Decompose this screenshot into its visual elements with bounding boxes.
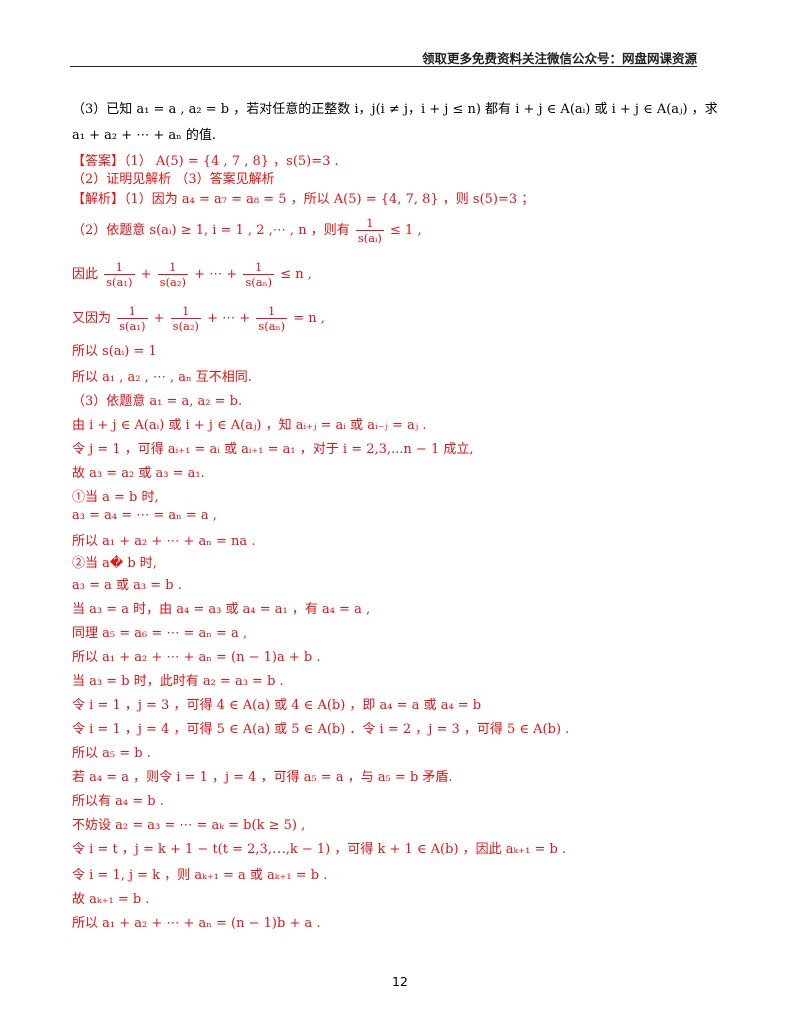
analysis-line-9: 令 j = 1 ，可得 aᵢ₊₁ = aᵢ 或 aᵢ₊₁ = a₁ ，对于 i … [72,442,474,457]
analysis-line-8: 由 i + j ∈ A(aᵢ) 或 i + j ∈ A(aⱼ) ，知 aᵢ₊ⱼ … [72,418,427,433]
analysis-line-2: （2）依题意 s(aᵢ) ≥ 1, i = 1 , 2 ,⋯ , n ，则有 1… [72,216,422,245]
page-header: 领取更多免费资料关注微信公众号：网盘网课资源 [421,51,697,66]
fraction: 1 s(a₁) [117,304,148,333]
analysis-line-26: 令 i = t ，j = k + 1 − t(t = 2,3,⋯,k − 1) … [72,842,567,857]
analysis-line-21: 令 i = 1 ，j = 4 ，可得 5 ∈ A(a) 或 5 ∈ A(b) ．… [72,722,570,737]
analysis-line-3: 因此 1 s(a₁) + 1 s(a₂) + ⋯ + 1 s(aₙ) ≤ n , [72,260,312,289]
fraction: 1 s(aᵢ) [355,216,384,245]
answer-line-1: 【答案】（1） A(5) = {4 , 7 , 8} ，s(5)=3 . [72,154,339,169]
fraction: 1 s(a₁) [104,260,135,289]
fraction: 1 s(a₂) [157,260,189,289]
header-rule [70,66,697,67]
analysis-line-7: （3）依题意 a₁ = a, a₂ = b. [72,394,243,409]
analysis-line-4: 又因为 1 s(a₁) + 1 s(a₂) + ⋯ + 1 s(aₙ) = n , [72,304,325,333]
analysis-line-18: 所以 a₁ + a₂ + ⋯ + aₙ = (n − 1)a + b . [72,650,321,665]
problem-line-2: a₁ + a₂ + ⋯ + aₙ 的值. [72,128,217,143]
analysis-line-22: 所以 a₅ = b . [72,746,151,761]
analysis-line-27: 令 i = 1, j = k ，则 aₖ₊₁ = a 或 aₖ₊₁ = b . [72,868,328,883]
analysis-line-19: 当 a₃ = b 时，此时有 a₂ = a₃ = b . [72,674,284,689]
analysis-line-12: a₃ = a₄ = ⋯ = aₙ = a , [72,508,217,523]
analysis-line-2-text: （2）依题意 s(aᵢ) ≥ 1, i = 1 , 2 ,⋯ , n ，则有 [72,223,350,238]
analysis-line-28: 故 aₖ₊₁ = b . [72,892,150,907]
analysis-line-1: 【解析】（1）因为 a₄ = a₇ = a₈ = 5 ，所以 A(5) = {4… [72,192,535,207]
analysis-line-24: 所以有 a₄ = b . [72,794,164,809]
analysis-line-15: a₃ = a 或 a₃ = b . [72,578,182,593]
analysis-line-13: 所以 a₁ + a₂ + ⋯ + aₙ = na . [72,534,256,549]
fraction: 1 s(a₂) [170,304,202,333]
analysis-line-11: ①当 a = b 时, [72,490,159,505]
analysis-line-6: 所以 a₁ , a₂ , ⋯ , aₙ 互不相同. [72,370,252,385]
analysis-line-23: 若 a₄ = a ，则令 i = 1 ，j = 4 ，可得 a₅ = a ，与 … [72,770,453,785]
page-number: 12 [392,974,408,989]
fraction: 1 s(aₙ) [243,260,275,289]
answer-line-2: （2）证明见解析 （3）答案见解析 [72,172,275,187]
analysis-line-17: 同理 a₅ = a₆ = ⋯ = aₙ = a , [72,626,248,641]
problem-line-1: （3）已知 a₁ = a , a₂ = b ，若对任意的正整数 i，j(i ≠ … [72,102,718,117]
analysis-line-16: 当 a₃ = a 时，由 a₄ = a₃ 或 a₄ = a₁ ，有 a₄ = a… [72,602,371,617]
analysis-line-14: ②当 a� b 时, [72,556,157,571]
analysis-line-20: 令 i = 1 ，j = 3 ，可得 4 ∈ A(a) 或 4 ∈ A(b) ，… [72,698,482,713]
analysis-line-29: 所以 a₁ + a₂ + ⋯ + aₙ = (n − 1)b + a . [72,916,321,931]
analysis-line-5: 所以 s(aᵢ) = 1 [72,344,157,359]
fraction: 1 s(aₙ) [256,304,288,333]
analysis-line-10: 故 a₃ = a₂ 或 a₃ = a₁. [72,466,205,481]
analysis-line-25: 不妨设 a₂ = a₃ = ⋯ = aₖ = b(k ≥ 5) , [72,818,306,833]
